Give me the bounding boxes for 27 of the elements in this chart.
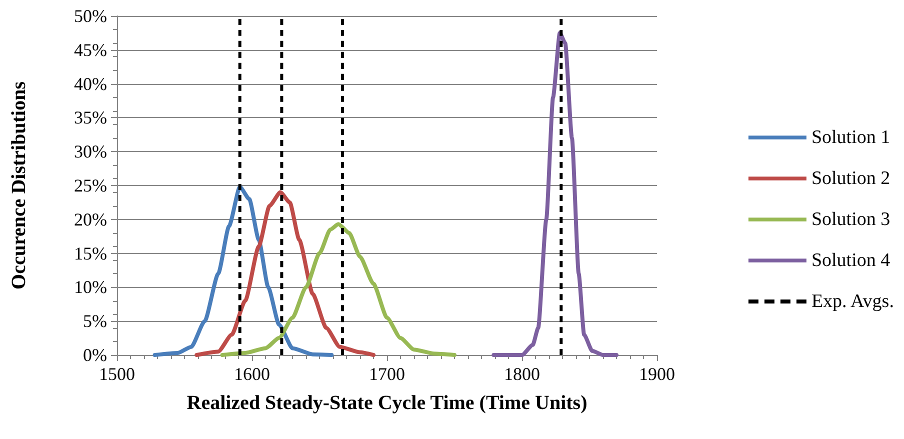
line-series — [220, 222, 456, 357]
x-tick-label: 1600 — [234, 364, 270, 384]
y-axis-title: Occurence Distributions — [8, 81, 30, 290]
y-tick-label: 0% — [83, 345, 107, 365]
line-series — [194, 190, 376, 357]
y-tick-label: 15% — [74, 243, 107, 264]
legend-label: Solution 3 — [811, 209, 890, 230]
y-tick-label: 40% — [74, 74, 107, 94]
legend-label: Solution 4 — [811, 250, 891, 271]
x-axis-title: Realized Steady-State Cycle Time (Time Units) — [186, 392, 588, 414]
legend-label: Exp. Avgs. — [811, 291, 894, 312]
x-tick-label: 1900 — [639, 364, 675, 384]
y-tick-label: 5% — [83, 311, 107, 332]
y-tick-label: 20% — [74, 209, 107, 230]
legend-label: Solution 2 — [811, 168, 890, 189]
y-tick-label: 35% — [74, 108, 107, 128]
line-series — [492, 30, 618, 357]
y-tick-label: 45% — [74, 40, 107, 60]
line-series — [152, 184, 334, 357]
y-tick-label: 50% — [74, 6, 107, 26]
y-tick-label: 30% — [74, 142, 107, 162]
y-tick-label: 10% — [74, 277, 107, 298]
x-tick-label: 1800 — [504, 364, 540, 384]
y-tick-label: 25% — [74, 176, 107, 196]
x-tick-label: 1700 — [369, 364, 405, 384]
x-tick-label: 1500 — [99, 364, 135, 384]
legend-label: Solution 1 — [811, 127, 890, 148]
